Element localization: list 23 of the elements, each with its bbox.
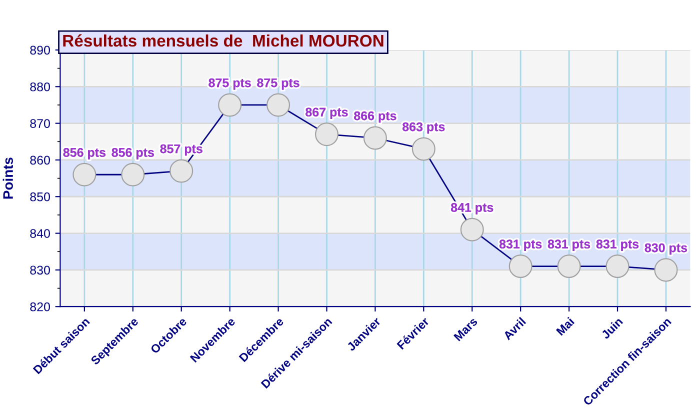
data-label: 875 pts (257, 78, 300, 90)
x-tick-label: Juin (600, 316, 624, 340)
data-label: 831 pts (499, 240, 542, 251)
data-label: 856 pts (63, 148, 106, 160)
data-label: 867 pts (306, 108, 348, 120)
y-tick-label: 830 (30, 266, 50, 275)
data-label: 831 pts (548, 240, 590, 251)
y-tick-label: 840 (30, 229, 50, 238)
y-tick-label: 850 (30, 192, 50, 202)
data-label: 863 pts (402, 122, 445, 134)
chart-title: Résultats mensuels de Michel MOURON (63, 34, 384, 47)
y-tick-label: 870 (30, 119, 50, 128)
y-tick-label: 890 (30, 46, 50, 55)
data-label: 866 pts (354, 111, 396, 123)
y-axis-title: Points (2, 158, 13, 199)
data-label: 856 pts (112, 148, 154, 160)
y-tick-label: 860 (30, 156, 50, 165)
data-label: 875 pts (208, 78, 251, 90)
y-tick-label: 880 (30, 82, 50, 92)
x-tick-label: Mai (556, 316, 575, 336)
data-label: 831 pts (596, 240, 639, 251)
y-tick-label: 820 (30, 302, 50, 312)
data-label: 830 pts (644, 243, 687, 255)
